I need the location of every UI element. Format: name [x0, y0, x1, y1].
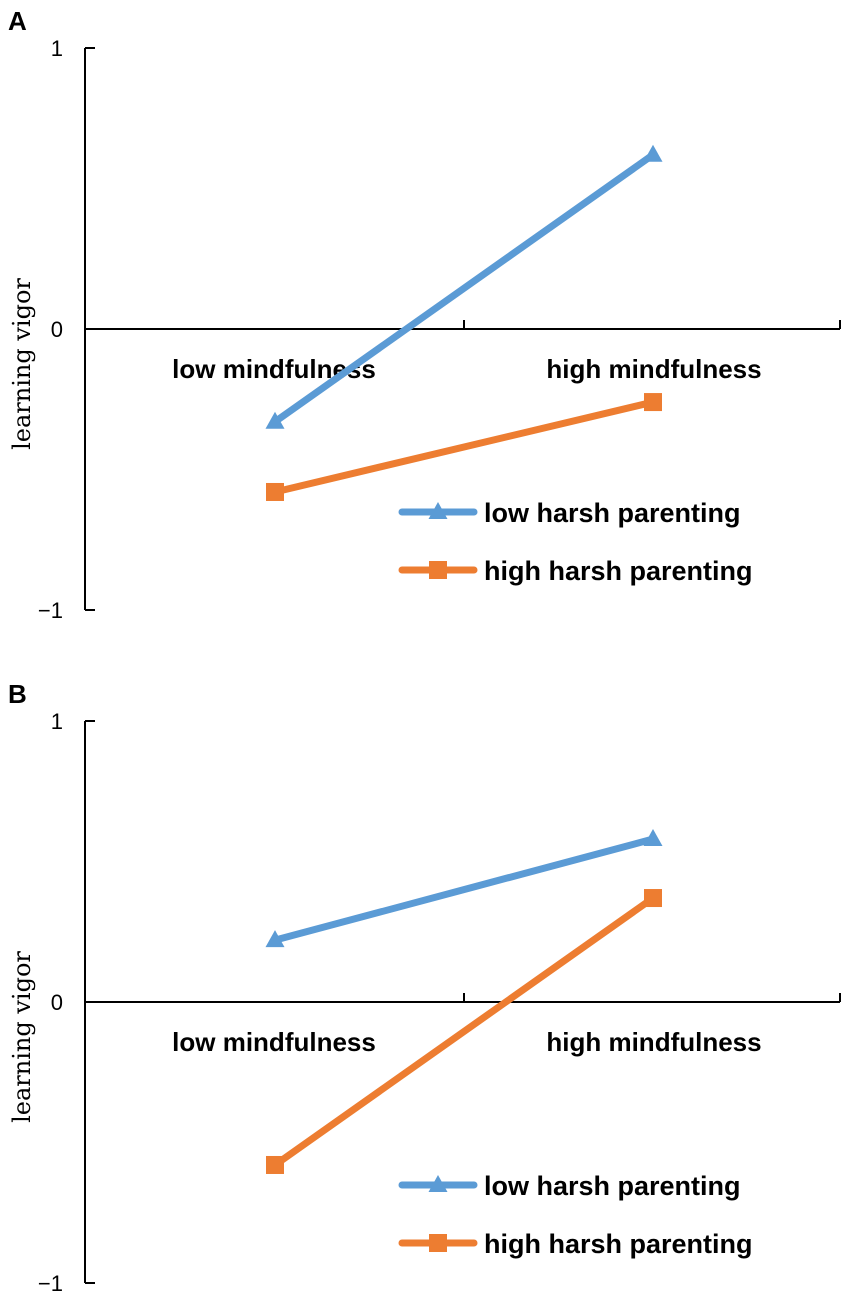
series-line [271, 835, 657, 944]
series-line [271, 894, 657, 1169]
series-low-harsh-parenting [265, 144, 663, 429]
data-point-square [266, 482, 284, 501]
legend-marker-triangle [428, 1175, 448, 1192]
data-point-triangle [265, 411, 285, 429]
series-high-harsh-parenting [266, 889, 662, 1174]
x-category-label: low mindfulness [172, 354, 376, 384]
legend-label: low harsh parenting [484, 1171, 741, 1201]
chart-panel-a: A1 0 −1 low mindfulness high mindfulness lear… [8, 6, 841, 623]
legend-marker-square [429, 561, 447, 579]
panel-letter: B [8, 679, 27, 709]
legend: low harsh parenting high harsh parenting [398, 498, 753, 586]
legend-label: high harsh parenting [484, 1229, 753, 1259]
y-tick-label: 0 [51, 317, 63, 342]
y-axis-title: learning vigor [8, 951, 36, 1123]
series-low-harsh-parenting [265, 829, 663, 948]
legend: low harsh parenting high harsh parenting [398, 1171, 753, 1259]
x-category-label: low mindfulness [172, 1027, 376, 1057]
legend-marker-square [429, 1234, 447, 1252]
y-tick-label: −1 [38, 598, 63, 623]
series-high-harsh-parenting [266, 393, 662, 501]
data-point-triangle [643, 829, 663, 847]
data-point-square [644, 889, 662, 908]
y-tick-label: −1 [38, 1271, 63, 1296]
legend-label: low harsh parenting [484, 498, 741, 528]
x-category-label: high mindfulness [546, 354, 761, 384]
y-tick-label: 1 [51, 709, 63, 734]
data-point-triangle [643, 144, 663, 162]
data-point-square [644, 393, 662, 412]
panel-letter: A [8, 6, 27, 36]
series-line [271, 151, 657, 426]
data-point-triangle [265, 930, 285, 948]
chart-panel-b: B1 0 −1 low mindfulness high mindfulness lear… [8, 679, 841, 1296]
y-tick-label: 0 [51, 990, 63, 1015]
x-category-label: high mindfulness [546, 1027, 761, 1057]
y-axis-title: learning vigor [8, 278, 36, 450]
series-line [271, 398, 657, 496]
legend-label: high harsh parenting [484, 556, 753, 586]
y-tick-label: 1 [51, 36, 63, 61]
data-point-square [266, 1155, 284, 1174]
legend-marker-triangle [428, 502, 448, 519]
